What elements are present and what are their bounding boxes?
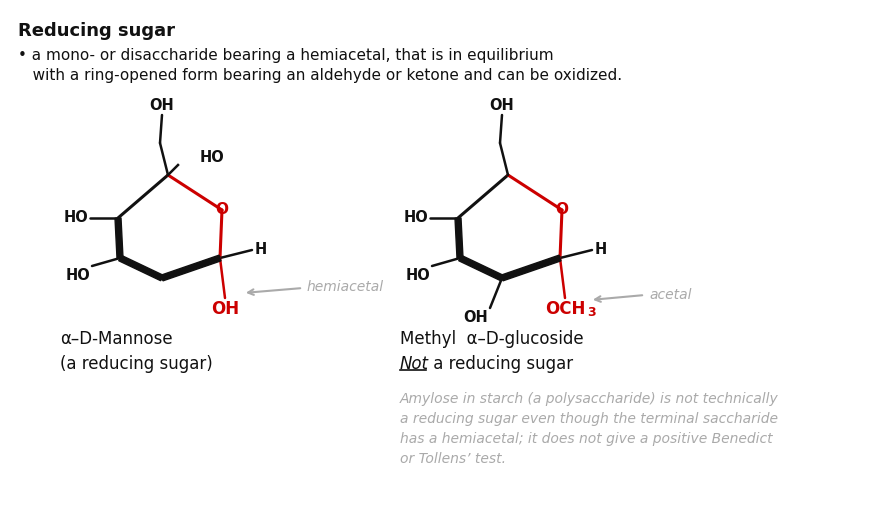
- Text: (a reducing sugar): (a reducing sugar): [60, 355, 213, 373]
- Text: OH: OH: [463, 310, 488, 325]
- Text: or Tollens’ test.: or Tollens’ test.: [400, 452, 506, 466]
- Text: a reducing sugar: a reducing sugar: [428, 355, 573, 373]
- Text: O: O: [215, 203, 228, 217]
- Text: has a hemiacetal; it does not give a positive Benedict: has a hemiacetal; it does not give a pos…: [400, 432, 773, 446]
- Text: • a mono- or disaccharide bearing a hemiacetal, that is in equilibrium: • a mono- or disaccharide bearing a hemi…: [18, 48, 554, 63]
- Polygon shape: [119, 256, 163, 281]
- Text: α–D-Mannose: α–D-Mannose: [60, 330, 173, 348]
- Polygon shape: [455, 218, 463, 258]
- Text: Not: Not: [400, 355, 429, 373]
- Polygon shape: [459, 256, 504, 281]
- Text: Reducing sugar: Reducing sugar: [18, 22, 175, 40]
- Text: HO: HO: [403, 210, 428, 226]
- Text: HO: HO: [200, 149, 225, 165]
- Text: HO: HO: [65, 268, 90, 283]
- Text: O: O: [556, 203, 569, 217]
- Text: OH: OH: [490, 98, 514, 113]
- Text: OH: OH: [150, 98, 175, 113]
- Text: acetal: acetal: [649, 288, 691, 302]
- Text: OH: OH: [211, 300, 239, 318]
- Text: Methyl  α–D-glucoside: Methyl α–D-glucoside: [400, 330, 584, 348]
- Text: H: H: [595, 242, 607, 258]
- Text: HO: HO: [64, 210, 88, 226]
- Text: Amylose in starch (a polysaccharide) is not technically: Amylose in starch (a polysaccharide) is …: [400, 392, 779, 406]
- Text: OCH: OCH: [545, 300, 585, 318]
- Text: HO: HO: [405, 268, 430, 283]
- Polygon shape: [501, 255, 561, 281]
- Text: hemiacetal: hemiacetal: [307, 280, 385, 294]
- Text: a reducing sugar even though the terminal saccharide: a reducing sugar even though the termina…: [400, 412, 778, 426]
- Text: 3: 3: [587, 306, 595, 319]
- Polygon shape: [161, 255, 221, 281]
- Polygon shape: [115, 218, 123, 258]
- Text: H: H: [255, 242, 267, 258]
- Text: with a ring-opened form bearing an aldehyde or ketone and can be oxidized.: with a ring-opened form bearing an aldeh…: [18, 68, 622, 83]
